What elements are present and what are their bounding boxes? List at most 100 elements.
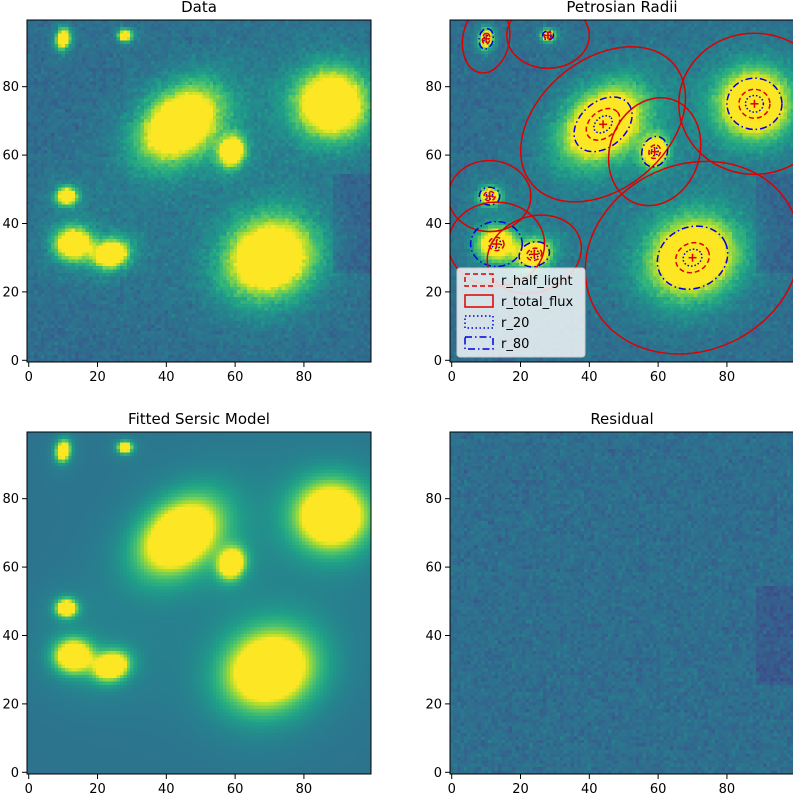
x-tick-label: 40: [581, 782, 598, 797]
x-tick-label: 0: [448, 782, 456, 797]
model-heatmap: [27, 432, 371, 774]
panel-data: Data 0 20 40 60 80 0 20 40 60 80: [2, 0, 372, 385]
legend-swatch-r80: [464, 336, 494, 350]
x-tick-label: 40: [158, 370, 175, 385]
aperture-r-half-light: [526, 247, 543, 262]
legend-label-r80: r_80: [501, 337, 529, 352]
aperture-r-80: [541, 30, 555, 41]
aperture-r-total-flux: [506, 20, 591, 69]
y-tick-label: 20: [425, 285, 442, 300]
y-tick-label: 20: [2, 285, 19, 300]
aperture-r-total-flux: [678, 32, 793, 176]
aperture-r-80: [518, 240, 551, 268]
y-tick-label: 80: [2, 80, 19, 95]
data-frame: [26, 19, 372, 363]
legend-entry-r20: r_20: [464, 315, 529, 331]
legend-swatch-total-flux: [464, 294, 494, 308]
aperture-r-20: [528, 249, 540, 259]
aperture-r-80: [573, 96, 633, 153]
aperture-r-half-light: [585, 107, 621, 141]
x-tick-label: 40: [158, 782, 175, 797]
panel-title-model: Fitted Sersic Model: [128, 410, 270, 428]
legend-entry-half-light: r_half_light: [464, 273, 573, 289]
x-tick-label: 60: [650, 370, 667, 385]
petrosian-frame: [449, 19, 793, 363]
x-tick-label: 0: [448, 370, 456, 385]
aperture-r-total-flux: [519, 45, 687, 203]
x-tick-label: 20: [512, 782, 529, 797]
x-tick-label: 60: [227, 370, 244, 385]
x-tick-label: 60: [650, 782, 667, 797]
y-tick-label: 40: [425, 217, 442, 232]
x-tick-label: 80: [296, 782, 313, 797]
panel-title-residual: Residual: [590, 410, 653, 428]
x-tick-label: 20: [89, 782, 106, 797]
y-tick-label: 0: [11, 766, 19, 781]
panel-petrosian: Petrosian Radii 0 20 40 60 80 0 20 40 60 80 r_hal…: [425, 0, 793, 385]
legend-box: [456, 267, 586, 358]
aperture-r-20: [593, 114, 613, 134]
panel-title-data: Data: [181, 0, 217, 16]
residual-heatmap: [450, 432, 793, 774]
residual-frame: [449, 431, 793, 775]
aperture-r-80: [656, 225, 729, 291]
aperture-r-80: [478, 186, 501, 206]
aperture-r-half-light: [483, 190, 496, 202]
x-tick-label: 40: [581, 370, 598, 385]
aperture-r-20: [490, 239, 503, 249]
legend-label-r20: r_20: [501, 316, 529, 331]
x-tick-label: 20: [89, 370, 106, 385]
y-tick-label: 60: [425, 561, 442, 576]
model-image: [27, 432, 371, 774]
legend-entry-total-flux: r_total_flux: [464, 294, 573, 310]
y-tick-label: 60: [2, 149, 19, 164]
aperture-r-half-light: [481, 32, 491, 46]
legend: r_half_light r_total_flux r_20 r_80: [456, 267, 586, 358]
aperture-r-half-light: [488, 236, 505, 252]
x-tick-label: 80: [719, 370, 736, 385]
y-tick-label: 80: [425, 80, 442, 95]
x-tick-label: 60: [227, 782, 244, 797]
legend-label-total-flux: r_total_flux: [501, 295, 573, 310]
y-tick-label: 0: [11, 354, 19, 369]
y-tick-label: 60: [425, 149, 442, 164]
y-tick-label: 20: [2, 697, 19, 712]
aperture-r-total-flux: [607, 96, 702, 207]
aperture-r-20: [682, 248, 703, 267]
aperture-r-80: [469, 220, 523, 268]
y-tick-label: 60: [2, 561, 19, 576]
x-tick-label: 0: [25, 370, 33, 385]
aperture-r-half-light: [738, 88, 771, 119]
x-tick-label: 80: [296, 370, 313, 385]
y-tick-label: 40: [425, 629, 442, 644]
residual-image: [450, 432, 793, 774]
y-tick-label: 40: [2, 629, 19, 644]
aperture-r-80: [726, 77, 783, 131]
y-tick-label: 80: [2, 492, 19, 507]
x-tick-label: 80: [719, 782, 736, 797]
data-heatmap: [27, 20, 371, 362]
model-frame: [26, 431, 372, 775]
y-tick-label: 20: [425, 697, 442, 712]
y-tick-label: 0: [434, 766, 442, 781]
legend-swatch-half-light: [464, 273, 494, 287]
legend-label-half-light: r_half_light: [501, 274, 573, 289]
panel-model: Fitted Sersic Model 0 20 40 60 80 0 20 40 60 80: [2, 410, 372, 797]
x-tick-label: 20: [512, 370, 529, 385]
aperture-r-total-flux: [584, 160, 793, 355]
y-tick-label: 80: [425, 492, 442, 507]
aperture-r-80: [478, 27, 494, 50]
y-tick-label: 40: [2, 217, 19, 232]
aperture-overlay: [450, 20, 793, 355]
legend-entry-r80: r_80: [464, 336, 529, 352]
panel-title-petrosian: Petrosian Radii: [566, 0, 677, 16]
aperture-r-20: [650, 146, 659, 157]
panel-residual: Residual 0 20 40 60 80 0 20 40 60 80: [425, 410, 793, 797]
aperture-r-half-light: [675, 241, 711, 274]
aperture-r-total-flux: [450, 159, 532, 233]
aperture-r-80: [640, 135, 669, 168]
y-tick-label: 0: [434, 354, 442, 369]
x-tick-label: 0: [25, 782, 33, 797]
aperture-r-20: [744, 94, 765, 113]
